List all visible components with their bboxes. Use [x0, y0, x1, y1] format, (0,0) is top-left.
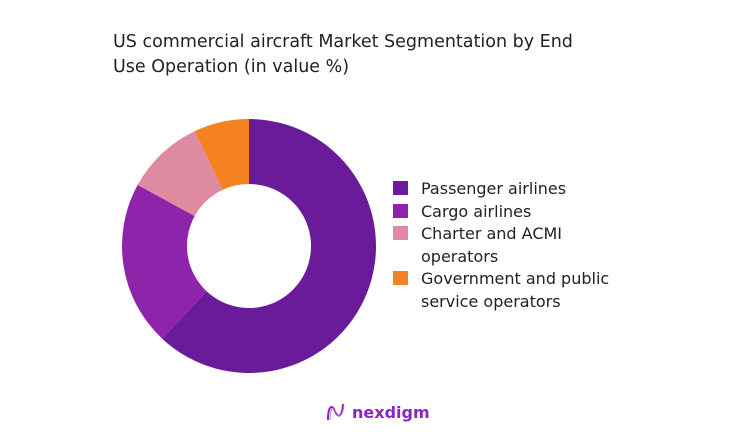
chart-title: US commercial aircraft Market Segmentati…: [113, 32, 573, 77]
donut-slice-government-and-public-service-operators: [194, 119, 249, 190]
donut-slice-charter-and-acmi-operators: [137, 131, 223, 217]
donut-slice-cargo-airlines: [121, 184, 207, 339]
legend-label: Charter and ACMI operators: [421, 224, 563, 266]
nexdigm-logo: nexdigm: [326, 402, 430, 422]
legend-item: Cargo airlines: [390, 201, 640, 224]
legend-item: Charter and ACMI operators: [390, 223, 640, 268]
logo-mark-icon: [327, 403, 345, 421]
logo-text: nexdigm: [352, 402, 430, 422]
legend-label: Passenger airlines: [421, 179, 567, 198]
legend-swatch: [393, 203, 408, 218]
legend-item: Government and public service operators: [390, 268, 640, 313]
donut-slice-passenger-airlines: [162, 119, 376, 373]
legend-swatch: [393, 226, 408, 240]
legend-label: Government and public service operators: [421, 269, 610, 311]
legend-swatch: [393, 271, 408, 285]
legend-item: Passenger airlines: [390, 178, 640, 201]
legend-label: Cargo airlines: [421, 201, 532, 221]
legend: Passenger airlines Cargo airlines Charte…: [390, 178, 640, 313]
legend-swatch: [393, 181, 408, 195]
